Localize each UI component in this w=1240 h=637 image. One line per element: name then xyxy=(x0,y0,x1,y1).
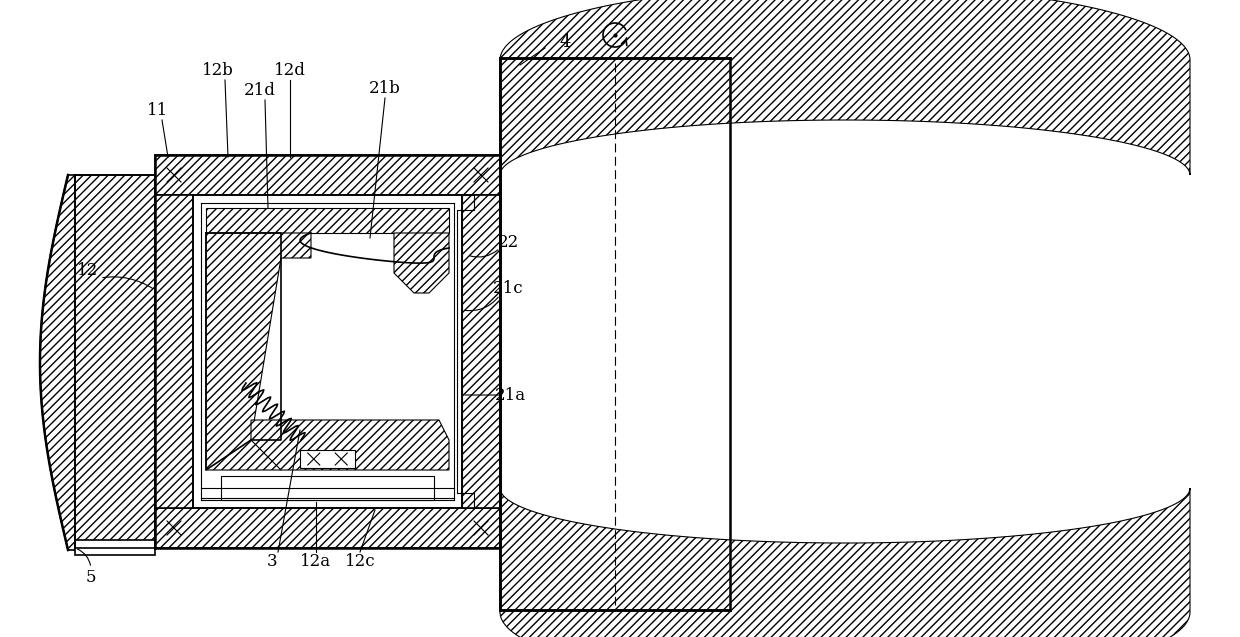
Polygon shape xyxy=(500,0,1190,175)
Polygon shape xyxy=(206,233,311,470)
Polygon shape xyxy=(463,195,500,508)
Text: 11: 11 xyxy=(148,101,169,118)
Bar xyxy=(221,476,434,500)
Text: 12c: 12c xyxy=(345,554,376,571)
Text: 12a: 12a xyxy=(300,554,331,571)
Polygon shape xyxy=(40,175,74,550)
Text: 3: 3 xyxy=(267,554,278,571)
Polygon shape xyxy=(250,420,449,470)
Polygon shape xyxy=(206,208,449,233)
Text: 12b: 12b xyxy=(202,62,234,78)
Text: 22: 22 xyxy=(497,234,518,250)
Text: 21a: 21a xyxy=(495,387,526,403)
Polygon shape xyxy=(155,195,193,508)
Polygon shape xyxy=(68,175,155,548)
Text: 12d: 12d xyxy=(274,62,306,78)
Polygon shape xyxy=(394,233,449,293)
Text: 21b: 21b xyxy=(370,80,401,96)
Polygon shape xyxy=(500,488,1190,637)
Text: 21c: 21c xyxy=(492,280,523,296)
Bar xyxy=(300,450,355,468)
Text: 4: 4 xyxy=(559,33,570,51)
Text: 5: 5 xyxy=(86,569,97,587)
Polygon shape xyxy=(155,508,500,548)
Polygon shape xyxy=(155,155,500,195)
Text: 12: 12 xyxy=(77,262,99,278)
Bar xyxy=(74,540,155,555)
Text: 21d: 21d xyxy=(244,82,277,99)
